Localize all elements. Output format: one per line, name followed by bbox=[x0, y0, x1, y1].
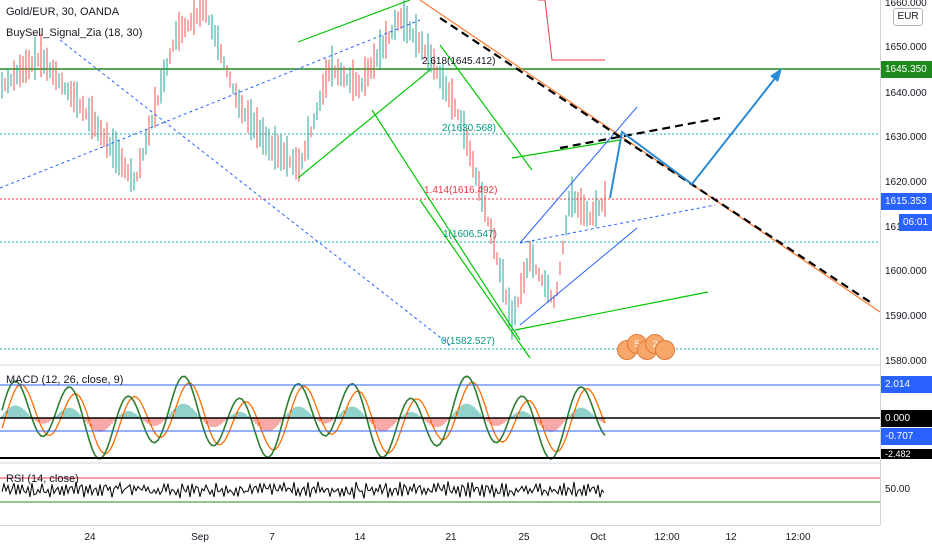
channel-line bbox=[297, 69, 431, 179]
symbol-title[interactable]: Gold/EUR, 30, OANDA bbox=[6, 6, 120, 18]
currency-badge[interactable]: EUR bbox=[893, 8, 923, 26]
fib-level-0: 0(1582.527) bbox=[441, 336, 495, 347]
price-tag-last: 1615.353 bbox=[881, 193, 932, 210]
channel-line bbox=[419, 199, 531, 359]
channel-line bbox=[514, 291, 709, 331]
price-tick: 1640.000 bbox=[885, 88, 927, 99]
time-tick: Oct bbox=[590, 532, 606, 543]
macd-tag: 2.014 bbox=[881, 376, 932, 393]
macd-tag: 0.000 bbox=[881, 410, 932, 427]
projection-path bbox=[609, 71, 781, 199]
price-tick: 1580.000 bbox=[885, 356, 927, 367]
projection-line bbox=[439, 17, 871, 303]
time-tick: 25 bbox=[518, 532, 530, 543]
price-tick: 1590.000 bbox=[885, 311, 927, 322]
macd-title[interactable]: MACD (12, 26, close, 9) bbox=[6, 374, 124, 386]
time-tick: 7 bbox=[269, 532, 275, 543]
rsi-tick: 50.00 bbox=[885, 484, 911, 495]
price-tick: 1650.000 bbox=[885, 42, 927, 53]
fib-level-1: 1(1606.547) bbox=[443, 229, 497, 240]
price-tag-target: 1645.350 bbox=[881, 61, 932, 78]
rsi-line bbox=[1, 481, 605, 499]
chart-canvas[interactable] bbox=[0, 0, 880, 525]
signal-line bbox=[1, 381, 606, 455]
indicator-step-line bbox=[538, 0, 605, 61]
channel-line bbox=[297, 0, 411, 43]
channel-line bbox=[439, 44, 533, 171]
time-tick: 12 bbox=[725, 532, 737, 543]
channel-line bbox=[371, 109, 521, 341]
channel-line bbox=[511, 139, 621, 159]
channel-line bbox=[519, 227, 638, 326]
time-tick: Sep bbox=[191, 532, 209, 543]
fib-level-1414: 1.414(1616.492) bbox=[424, 185, 498, 196]
fib-level-2: 2(1630.568) bbox=[442, 123, 496, 134]
bar-countdown: 06:01 bbox=[899, 214, 932, 231]
fib-level-2618: 2.618(1645.412) bbox=[422, 56, 496, 67]
price-axis[interactable]: 1660.000 1650.000 1640.000 1630.000 1620… bbox=[880, 0, 932, 525]
price-tick: 1630.000 bbox=[885, 132, 927, 143]
price-tick: 1660.000 bbox=[885, 0, 927, 9]
event-marker-icon[interactable] bbox=[655, 340, 675, 360]
time-axis[interactable]: 24 Sep 7 14 21 25 Oct 12:00 12 12:00 bbox=[0, 525, 880, 551]
macd-tag: -0.707 bbox=[881, 428, 932, 445]
projection-line bbox=[559, 116, 721, 150]
time-tick: 12:00 bbox=[654, 532, 680, 543]
macd-tag: -2.482 bbox=[881, 449, 932, 459]
price-tick: 1600.000 bbox=[885, 266, 927, 277]
trend-line bbox=[519, 204, 716, 244]
arrow-head-icon bbox=[770, 68, 782, 82]
price-tick: 1620.000 bbox=[885, 177, 927, 188]
rsi-title[interactable]: RSI (14, close) bbox=[6, 473, 79, 485]
indicator-title[interactable]: BuySell_Signal_Zia (18, 30) bbox=[6, 27, 143, 39]
trend-line bbox=[0, 19, 421, 189]
channel-line bbox=[519, 106, 638, 244]
time-tick: 24 bbox=[84, 532, 96, 543]
time-tick: 12:00 bbox=[785, 532, 811, 543]
time-tick: 21 bbox=[445, 532, 457, 543]
trend-line bbox=[59, 39, 451, 346]
time-tick: 14 bbox=[354, 532, 366, 543]
